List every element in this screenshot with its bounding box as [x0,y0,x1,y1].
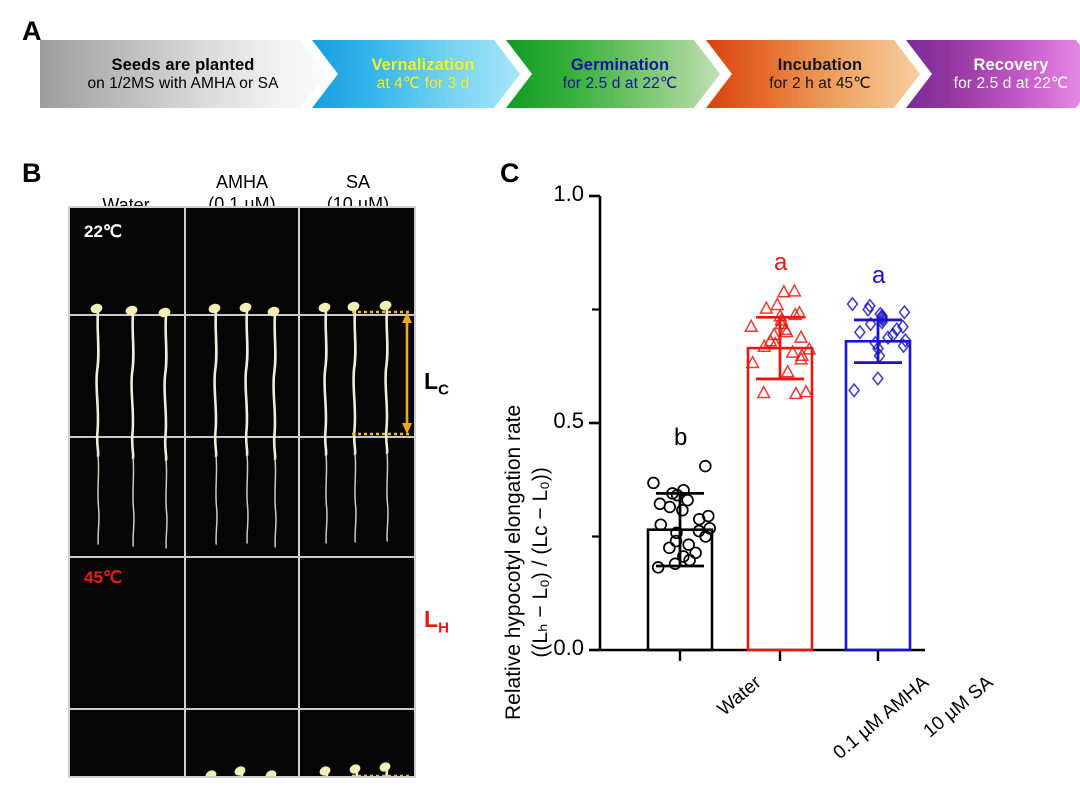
flow-step-vernalization: Vernalization at 4℃ for 3 d [312,40,520,108]
bar-chart-panel-c: Relative hypocotyl elongation rate ((Lₕ … [470,160,1070,805]
flow-step-detail: on 1/2MS with AMHA or SA [87,74,279,92]
temperature-label-45c: 45℃ [84,568,123,587]
error-bar-1 [756,315,804,381]
flow-step-detail: for 2.5 d at 22℃ [562,74,678,92]
scatter-points-2 [846,296,912,398]
significance-letter-1: a [774,249,788,277]
plate-divider-vertical [184,208,186,776]
measure-label-lh-main: L [424,606,439,632]
significance-letter-2: a [872,262,886,290]
measure-label-lc-sub: C [438,381,449,399]
flow-step-title: Germination [570,56,670,75]
y-axis-label-line2: ((Lₕ − L₀) / (Lᴄ − L₀)) [529,467,553,658]
flow-step-detail: at 4℃ for 3 d [376,74,470,92]
y-tick-label: 0.5 [553,408,584,433]
experiment-flow-diagram: Seeds are planted on 1/2MS with AMHA or … [40,40,1062,108]
bar-chart-svg [589,194,925,661]
significance-letter-0: b [674,424,688,452]
seedling-silhouettes [88,298,412,776]
scatter-points-0 [647,459,716,574]
panel-a-letter: A [22,16,42,46]
seedling-photograph: 22℃ 45℃ [68,206,416,778]
flow-step-title: Seeds are planted [111,56,255,75]
panel-b-letter: B [22,158,42,188]
flow-step-seeds-planted: Seeds are planted on 1/2MS with AMHA or … [40,40,326,108]
flow-step-title: Incubation [777,56,863,75]
plate-divider-horizontal [70,314,414,316]
photo-column-header-line1: AMHA [215,172,268,192]
measure-label-lh-sub: H [438,619,449,637]
y-axis-label: Relative hypocotyl elongation rate ((Lₕ … [500,405,555,720]
flow-step-title: Recovery [973,56,1049,75]
plate-divider-horizontal [70,436,414,438]
flow-step-title: Vernalization [371,56,475,75]
measure-label-lh: LH [424,606,449,637]
flow-step-germination: Germination for 2.5 d at 22℃ [506,40,720,108]
measure-label-lc: LC [424,368,449,399]
error-bar-2 [854,318,902,365]
measure-label-lc-main: L [424,368,439,394]
y-axis-label-line1: Relative hypocotyl elongation rate [502,404,525,720]
plate-divider-vertical [298,208,300,776]
panel-c-letter: C [500,158,520,188]
flow-step-incubation: Incubation for 2 h at 45℃ [706,40,920,108]
error-bar-0 [656,491,704,568]
plate-divider-horizontal [70,556,414,558]
y-tick-label: 1.0 [553,181,584,206]
flow-step-recovery: Recovery for 2.5 d at 22℃ [906,40,1080,108]
flow-step-detail: for 2.5 d at 22℃ [953,74,1069,92]
photo-column-header-line1 [68,172,184,195]
flow-step-detail: for 2 h at 45℃ [769,74,871,92]
scatter-points-1 [744,283,817,400]
plate-divider-horizontal [70,708,414,710]
temperature-label-22c: 22℃ [84,222,123,241]
bar-2 [844,339,912,652]
photo-column-header-line1: SA [345,172,370,192]
y-tick-label: 0.0 [553,635,584,660]
